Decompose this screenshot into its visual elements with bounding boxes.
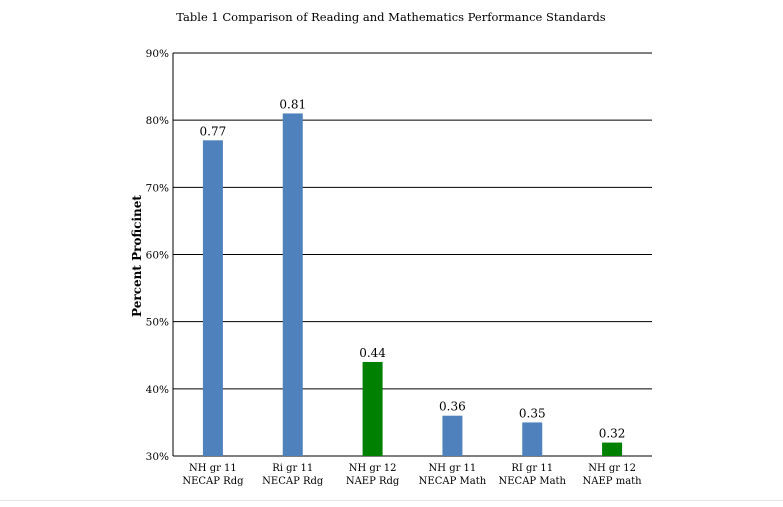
y-tick-label: 30% xyxy=(146,451,169,463)
bar xyxy=(282,113,303,456)
data-label: 0.36 xyxy=(439,400,466,414)
gridlines xyxy=(172,52,652,457)
data-label: 0.81 xyxy=(279,97,306,111)
x-tick-label: Ri gr 11 xyxy=(272,463,313,474)
x-tick-label: NECAP Math xyxy=(499,476,567,487)
data-label: 0.77 xyxy=(200,124,227,138)
y-tick-label: 50% xyxy=(146,317,169,329)
data-labels: 0.77 0.81 0.44 0.36 0.35 0.32 xyxy=(200,97,626,440)
y-tick-label: 60% xyxy=(146,250,169,262)
y-tick-label: 40% xyxy=(146,384,169,396)
x-tick-label: NECAP Rdg xyxy=(262,476,324,487)
data-label: 0.44 xyxy=(359,346,386,360)
data-label: 0.35 xyxy=(519,406,546,420)
x-tick-label: NH gr 11 xyxy=(429,463,477,474)
x-tick-label: NAEP math xyxy=(583,476,643,487)
x-tick-label: NH gr 11 xyxy=(189,463,237,474)
bar xyxy=(522,422,543,456)
x-tick-label: RI gr 11 xyxy=(511,463,553,474)
y-tick-label: 80% xyxy=(146,115,169,127)
y-axis-title: Percent Proficinet xyxy=(130,195,144,317)
x-axis-ticks: NH gr 11 NECAP Rdg Ri gr 11 NECAP Rdg NH gr … xyxy=(182,463,642,487)
bar xyxy=(442,415,463,456)
y-tick-label: 70% xyxy=(146,182,169,194)
y-tick-label: 90% xyxy=(146,48,169,60)
page-divider xyxy=(0,500,783,501)
bar xyxy=(362,361,383,456)
data-label: 0.32 xyxy=(599,427,626,441)
bar xyxy=(602,442,623,456)
x-tick-label: NECAP Rdg xyxy=(182,476,244,487)
x-tick-label: NH gr 12 xyxy=(349,463,397,474)
chart-title: Table 1 Comparison of Reading and Mathem… xyxy=(176,10,606,24)
x-tick-label: NH gr 12 xyxy=(588,463,636,474)
y-axis-ticks: 30% 40% 50% 60% 70% 80% 90% xyxy=(146,48,169,463)
x-tick-label: NAEP Rdg xyxy=(346,476,400,487)
bars xyxy=(202,113,623,457)
bar xyxy=(202,140,223,457)
x-tick-label: NECAP Math xyxy=(419,476,487,487)
